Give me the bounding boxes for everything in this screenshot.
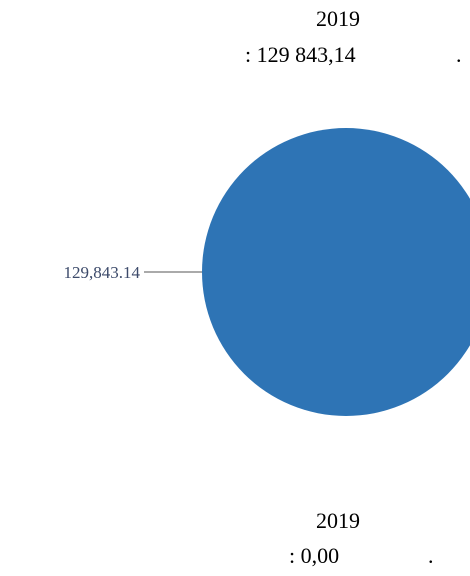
chart-title-total-suffix: . <box>456 42 462 67</box>
bottom-title-total: : 0,00 <box>289 543 339 568</box>
bottom-title-total-suffix: . <box>428 543 434 568</box>
chart-title-year: 2019 <box>316 6 360 31</box>
chart-title-total: : 129 843,14 <box>245 42 356 67</box>
pie-slice <box>202 128 470 416</box>
pie-data-labels: 129,843.14 <box>64 263 202 282</box>
bottom-title-year: 2019 <box>316 508 360 533</box>
pie-slices <box>202 128 470 416</box>
slice-value-label: 129,843.14 <box>64 263 141 282</box>
